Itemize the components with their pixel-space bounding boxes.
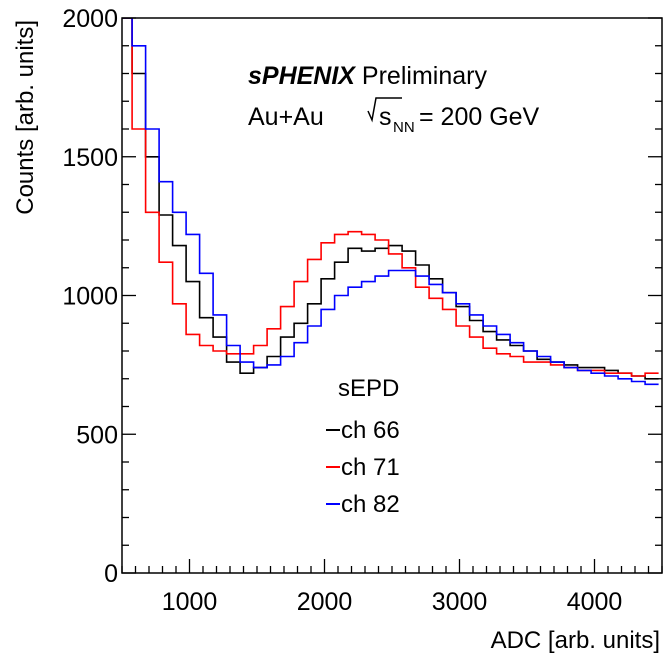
series-ch-71: [122, 18, 659, 377]
x-tick-label: 3000: [432, 588, 488, 616]
chart-title: sPHENIX Preliminary: [248, 62, 487, 90]
x-tick-label: 4000: [567, 588, 623, 616]
subtitle-s: s: [379, 103, 392, 131]
sqrt-icon: [367, 97, 402, 123]
y-tick-label: 500: [76, 421, 118, 449]
series-layer: [122, 18, 659, 386]
legend-entry: ch 71: [341, 454, 400, 481]
x-tick-label: 1000: [162, 588, 218, 616]
subtitle-prefix: Au+Au: [248, 103, 324, 131]
y-tick-label: 2000: [62, 5, 118, 33]
x-axis-label: ADC [arb. units]: [491, 627, 660, 654]
plot-frame: [121, 17, 663, 574]
subtitle-suffix: = 200 GeV: [419, 103, 540, 131]
y-tick-label: 1500: [62, 144, 118, 172]
chart-subtitle: Au+Au s NN = 200 GeV: [248, 97, 540, 136]
y-tick-label: 0: [104, 560, 118, 588]
legend-title: sEPD: [338, 375, 399, 402]
subtitle-subscript: NN: [393, 119, 415, 136]
legend-entry: ch 82: [341, 491, 400, 518]
legend-entry: ch 66: [341, 417, 400, 444]
x-tick-label: 2000: [297, 588, 353, 616]
legend: ch 66 ch 71 ch 82: [326, 417, 400, 518]
y-tick-label: 1000: [62, 283, 118, 311]
y-axis-label: Counts [arb. units]: [12, 20, 39, 215]
series-ch-82: [122, 18, 659, 386]
ticks-layer: 1000 2000 3000 4000 0 500 1000 1500 2000: [62, 5, 663, 616]
